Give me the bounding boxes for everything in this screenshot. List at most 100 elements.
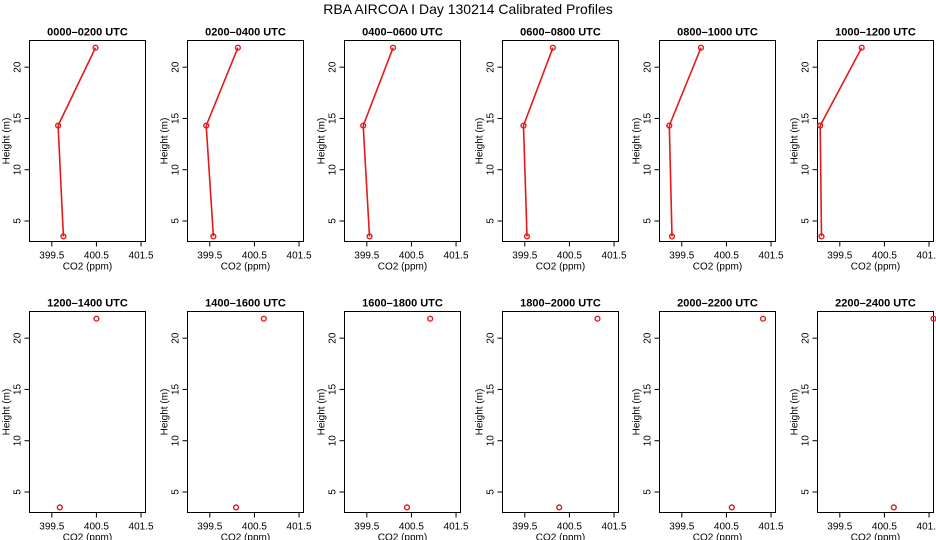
x-tick-label: 400.5 [872, 522, 897, 533]
y-axis-label: Height (m) [317, 118, 328, 165]
y-tick-label: 20 [13, 332, 24, 344]
data-point [818, 233, 825, 240]
data-point [520, 122, 527, 129]
panel-title: 0400–0600 UTC [362, 27, 443, 39]
panel-title: 0800–1000 UTC [677, 27, 758, 39]
x-axis-label: CO2 (ppm) [536, 262, 585, 273]
x-tick-label: 401.5 [759, 251, 784, 262]
x-tick-label: 401.5 [917, 522, 936, 533]
data-point [427, 315, 434, 322]
data-point [233, 504, 240, 511]
data-point [668, 233, 676, 240]
data-point [203, 122, 210, 129]
x-tick-label: 399.5 [39, 522, 64, 533]
profile-panel-10: 1800–2000 UTC 399.5 400.5 401.5 5 10 15 20 CO2 (… [475, 298, 627, 540]
y-axis-label: Height (m) [632, 118, 643, 165]
y-tick-label: 5 [643, 218, 654, 224]
plot-frame [187, 40, 304, 242]
profile-panel-8: 1400–1600 UTC 399.5 400.5 401.5 5 10 15 20 CO2 (… [160, 298, 312, 540]
x-tick-label: 400.5 [714, 522, 739, 533]
x-tick-label: 401.5 [602, 251, 627, 262]
y-tick-label: 10 [328, 435, 339, 447]
x-axis-label: CO2 (ppm) [851, 262, 900, 273]
x-axis-label: CO2 (ppm) [851, 533, 900, 540]
x-axis-label: CO2 (ppm) [221, 262, 270, 273]
y-tick-label: 10 [486, 164, 497, 176]
y-tick-label: 15 [13, 383, 24, 395]
x-tick-label: 401.5 [602, 522, 627, 533]
data-point [93, 315, 100, 322]
data-point [260, 315, 267, 322]
data-point [92, 44, 99, 51]
profile-panel-11: 2000–2200 UTC 399.5 400.5 401.5 5 10 15 20 CO2 (… [632, 298, 784, 540]
x-tick-label: 401.5 [287, 251, 312, 262]
y-tick-label: 10 [801, 435, 812, 447]
data-point [817, 122, 824, 129]
x-tick-label: 399.5 [197, 522, 222, 533]
data-point [523, 233, 531, 240]
y-tick-label: 20 [486, 332, 497, 344]
plot-frame [659, 311, 776, 513]
plot-frame [187, 311, 304, 513]
data-point [890, 504, 897, 511]
y-tick-label: 5 [486, 218, 497, 224]
y-tick-label: 10 [328, 164, 339, 176]
data-point [858, 44, 865, 51]
panel-title: 0200–0400 UTC [205, 27, 286, 39]
x-tick-label: 399.5 [827, 522, 852, 533]
y-tick-label: 15 [643, 112, 654, 124]
y-tick-label: 20 [328, 332, 339, 344]
x-tick-label: 400.5 [557, 522, 582, 533]
data-point [54, 122, 62, 129]
x-axis-label: CO2 (ppm) [63, 262, 112, 273]
y-tick-label: 20 [643, 332, 654, 344]
y-axis-label: Height (m) [475, 118, 486, 165]
profile-panel-4: 0600–0800 UTC 399.5 400.5 401.5 5 10 15 20 CO2 (… [475, 27, 627, 273]
panel-title: 1200–1400 UTC [47, 298, 128, 310]
figure-title: RBA AIRCOA I Day 130214 Calibrated Profi… [323, 1, 613, 17]
profile-panel-1: 0000–0200 UTC 399.5 400.5 401.5 5 10 15 20 CO2 (… [2, 27, 154, 273]
data-point [549, 44, 557, 51]
panel-title: 0000–0200 UTC [47, 27, 128, 39]
data-point [390, 44, 397, 51]
data-point [366, 233, 373, 240]
profile-panel-9: 1600–1800 UTC 399.5 400.5 401.5 5 10 15 20 CO2 (… [317, 298, 469, 540]
profile-line [362, 47, 394, 237]
data-point [759, 315, 767, 322]
plot-frame [344, 40, 461, 242]
y-tick-label: 15 [801, 112, 812, 124]
data-point [60, 233, 67, 240]
profile-panel-2: 0200–0400 UTC 399.5 400.5 401.5 5 10 15 20 CO2 (… [160, 27, 312, 273]
x-tick-label: 401.5 [759, 522, 784, 533]
x-tick-label: 400.5 [84, 251, 109, 262]
y-tick-label: 20 [171, 61, 182, 73]
y-tick-label: 15 [643, 383, 654, 395]
y-tick-label: 10 [13, 435, 24, 447]
y-tick-label: 5 [328, 489, 339, 495]
x-tick-label: 400.5 [242, 251, 267, 262]
x-tick-label: 400.5 [399, 251, 424, 262]
profile-line [57, 47, 97, 237]
x-tick-label: 400.5 [557, 251, 582, 262]
x-axis-label: CO2 (ppm) [693, 262, 742, 273]
y-tick-label: 5 [801, 489, 812, 495]
x-axis-label: CO2 (ppm) [221, 533, 270, 540]
y-axis-label: Height (m) [790, 389, 801, 436]
y-tick-label: 10 [171, 164, 182, 176]
profile-line [205, 47, 239, 237]
x-tick-label: 401.5 [129, 522, 154, 533]
y-axis-label: Height (m) [2, 118, 13, 165]
x-tick-label: 399.5 [512, 251, 537, 262]
y-axis-label: Height (m) [790, 118, 801, 165]
x-tick-label: 399.5 [669, 522, 694, 533]
plot-frame [502, 311, 619, 513]
x-tick-label: 400.5 [399, 522, 424, 533]
profile-panel-5: 0800–1000 UTC 399.5 400.5 401.5 5 10 15 20 CO2 (… [632, 27, 784, 273]
y-axis-label: Height (m) [2, 389, 13, 436]
y-axis-label: Height (m) [160, 118, 171, 165]
y-tick-label: 20 [328, 61, 339, 73]
y-tick-label: 20 [13, 61, 24, 73]
data-point [728, 504, 735, 511]
x-tick-label: 399.5 [354, 251, 379, 262]
data-point [234, 44, 242, 51]
